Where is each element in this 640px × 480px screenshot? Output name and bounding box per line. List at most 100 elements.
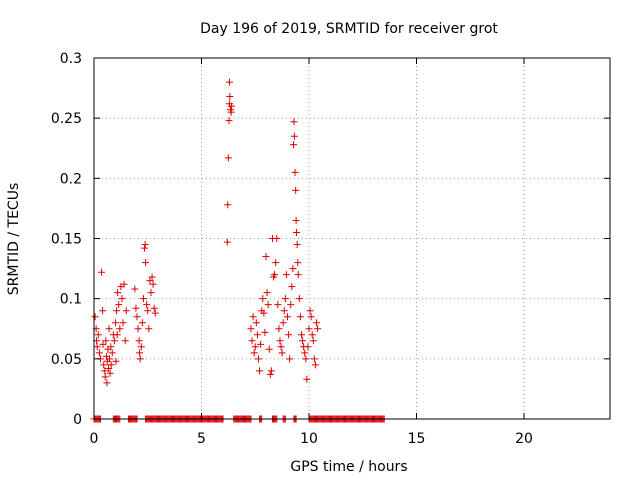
data-point	[259, 295, 267, 303]
data-point	[150, 304, 158, 312]
data-point	[297, 331, 305, 339]
data-point	[145, 325, 153, 333]
data-point	[107, 361, 115, 369]
data-point	[276, 337, 284, 345]
data-point	[262, 253, 270, 261]
data-point	[313, 319, 321, 327]
data-point	[286, 355, 294, 363]
data-point	[278, 349, 286, 357]
data-point	[146, 277, 154, 285]
data-point	[112, 357, 120, 365]
data-point	[267, 367, 275, 375]
data-point	[275, 325, 283, 333]
data-point	[256, 367, 264, 375]
data-point	[143, 301, 151, 309]
data-point	[105, 355, 113, 363]
data-point	[257, 340, 265, 348]
data-point	[105, 364, 113, 372]
data-point	[91, 313, 99, 321]
data-point	[227, 108, 235, 116]
data-point	[247, 325, 255, 333]
data-point	[226, 93, 234, 101]
data-point	[225, 117, 233, 125]
data-point	[137, 343, 145, 351]
data-point	[266, 370, 274, 378]
data-point	[289, 265, 297, 273]
data-point	[228, 102, 236, 110]
data-point	[141, 244, 149, 252]
data-point	[288, 283, 296, 291]
data-point	[147, 289, 155, 297]
x-tick-label: 5	[197, 431, 206, 447]
data-point	[135, 337, 143, 345]
data-point	[148, 273, 156, 281]
data-point	[308, 331, 316, 339]
x-tick-label: 20	[515, 431, 533, 447]
data-point	[302, 355, 310, 363]
data-point	[224, 201, 232, 209]
data-point	[93, 343, 101, 351]
data-point	[306, 307, 314, 315]
data-point	[290, 132, 298, 140]
data-point	[310, 355, 318, 363]
data-point	[113, 331, 121, 339]
data-point	[287, 301, 295, 309]
data-point	[274, 301, 282, 309]
y-tick-label: 0.15	[51, 232, 82, 248]
data-point	[225, 78, 233, 86]
data-point	[299, 337, 307, 345]
data-point	[271, 271, 279, 279]
data-point	[110, 337, 118, 345]
data-point	[114, 289, 122, 297]
data-point	[100, 361, 108, 369]
y-tick-label: 0.25	[51, 111, 82, 127]
data-point	[250, 349, 258, 357]
data-point	[105, 325, 113, 333]
data-point	[282, 271, 290, 279]
data-point	[279, 319, 287, 327]
y-axis-title: SRMTID / TECUs	[6, 183, 22, 296]
data-point	[95, 349, 103, 357]
data-point	[136, 355, 144, 363]
data-point	[224, 154, 232, 162]
data-point	[142, 259, 150, 267]
data-point	[133, 313, 141, 321]
data-point	[263, 289, 271, 297]
y-tick-label: 0.2	[60, 171, 82, 187]
data-point	[116, 325, 124, 333]
data-point	[260, 309, 268, 317]
data-point	[311, 361, 319, 369]
data-point	[264, 301, 272, 309]
data-point	[139, 295, 147, 303]
data-point	[294, 259, 302, 267]
tick-labels: 0 5 10 15 20 0 0.05 0.1 0.15 0.2 0.25 0.3	[51, 51, 533, 447]
data-point	[280, 307, 288, 315]
data-point	[290, 118, 298, 126]
data-point	[144, 307, 152, 315]
data-point	[303, 375, 311, 383]
data-point	[106, 369, 114, 377]
data-point	[101, 367, 109, 375]
data-point	[131, 285, 139, 293]
data-point	[248, 337, 256, 345]
data-point	[136, 349, 144, 357]
data-point	[132, 304, 140, 312]
y-tick-label: 0	[73, 412, 82, 428]
data-point	[151, 309, 159, 317]
data-point	[292, 216, 300, 224]
data-point	[314, 325, 322, 333]
data-point	[277, 343, 285, 351]
data-point	[141, 241, 149, 249]
data-point	[99, 340, 107, 348]
data-point	[99, 307, 107, 315]
data-point	[261, 328, 269, 336]
x-tick-label: 15	[408, 431, 426, 447]
data-point	[290, 141, 298, 149]
data-point	[103, 379, 111, 387]
data-point	[115, 301, 123, 309]
data-point	[120, 280, 128, 288]
data-point	[149, 280, 157, 288]
data-point	[296, 313, 304, 321]
